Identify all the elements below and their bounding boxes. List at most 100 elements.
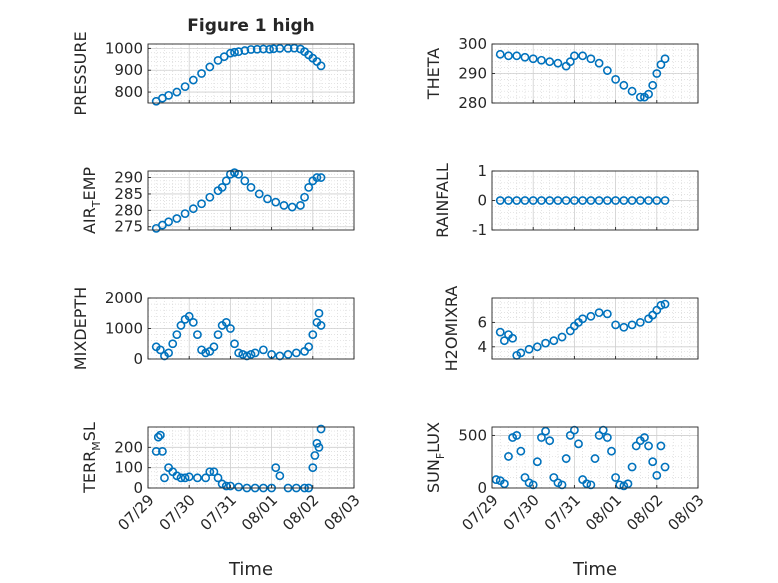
data-point <box>635 92 645 102</box>
data-point <box>225 324 235 333</box>
data-point <box>188 317 198 327</box>
data-point <box>660 196 670 205</box>
data-point <box>225 48 235 58</box>
data-point <box>532 457 542 467</box>
data-point <box>213 330 223 339</box>
axes-frame <box>147 426 355 489</box>
data-point <box>582 479 592 489</box>
subplot-6: 4 6 H2OMIXRA <box>442 286 699 371</box>
y-axis-label: TERRMSL <box>80 422 103 494</box>
data-point <box>619 80 629 90</box>
data-point <box>635 196 645 205</box>
data-point <box>172 330 182 339</box>
y-tick-label: 290 <box>458 65 487 83</box>
data-point <box>537 433 546 442</box>
data-point <box>627 462 637 472</box>
data-point <box>578 51 588 61</box>
data-point <box>314 442 324 452</box>
data-point <box>631 441 641 451</box>
data-point <box>316 173 326 182</box>
data-point <box>565 57 575 67</box>
data-point <box>217 479 227 489</box>
axes-frame <box>491 297 699 360</box>
y-tick-label: 285 <box>114 185 143 203</box>
y-tick-label: 1 <box>477 162 487 180</box>
data-point <box>246 182 256 192</box>
data-point <box>504 196 513 205</box>
data-point <box>188 204 198 214</box>
data-point <box>652 470 662 480</box>
data-point <box>205 62 215 72</box>
axes-frame <box>147 43 355 104</box>
data-point <box>656 300 666 310</box>
data-point <box>512 196 522 205</box>
data-point <box>586 54 596 64</box>
data-point <box>504 51 513 61</box>
data-point <box>289 43 299 53</box>
data-point <box>553 196 563 205</box>
data-point <box>221 176 231 186</box>
data-point <box>155 345 165 355</box>
data-point <box>230 168 239 178</box>
data-point <box>491 475 501 484</box>
data-point <box>648 80 658 90</box>
data-point <box>180 209 190 219</box>
data-point <box>570 196 579 205</box>
data-point <box>238 350 248 359</box>
data-point <box>499 479 509 489</box>
data-point <box>516 348 526 358</box>
data-point <box>644 441 653 451</box>
data-point <box>164 348 173 358</box>
data-point <box>252 44 262 54</box>
data-point <box>209 342 219 352</box>
data-point <box>611 75 620 84</box>
data-point <box>648 457 658 467</box>
y-axis-label: MIXDEPTH <box>71 287 90 370</box>
data-point <box>541 426 550 436</box>
data-point <box>578 314 588 324</box>
data-point <box>258 345 268 355</box>
data-point <box>230 339 239 349</box>
data-point <box>151 446 161 456</box>
y-axis-label: AIRTEMP <box>80 167 103 234</box>
subplot-2: 280 290 300 THETA <box>424 35 699 112</box>
data-point <box>586 196 596 205</box>
data-point <box>570 51 579 61</box>
data-point <box>656 441 666 451</box>
data-point <box>532 342 542 352</box>
data-point <box>263 194 272 204</box>
data-point <box>316 424 326 434</box>
data-point <box>541 338 550 348</box>
y-tick-label: 2000 <box>105 289 143 307</box>
data-point <box>656 60 666 70</box>
data-point <box>499 336 509 346</box>
data-point <box>221 481 231 491</box>
data-point <box>188 75 198 85</box>
data-point <box>314 308 324 318</box>
y-axis-label: PRESSURE <box>71 31 90 115</box>
subplot-4: -1 0 1 RAINFALL <box>433 162 699 239</box>
data-point <box>172 471 182 481</box>
data-point <box>565 431 575 440</box>
data-point <box>652 69 662 78</box>
data-point <box>549 336 559 346</box>
data-point <box>644 196 653 205</box>
data-point <box>644 89 653 99</box>
data-point <box>578 196 588 205</box>
data-point <box>164 217 173 227</box>
data-point <box>561 196 571 205</box>
data-point <box>504 452 513 461</box>
data-point <box>201 348 211 358</box>
data-point <box>611 196 620 205</box>
y-tick-label: 0 <box>133 479 143 497</box>
data-point <box>283 350 293 359</box>
data-point <box>205 467 215 477</box>
data-point <box>234 482 244 492</box>
data-point <box>225 481 235 491</box>
y-axis-label: RAINFALL <box>433 163 452 238</box>
data-point <box>545 57 555 67</box>
data-point <box>545 196 555 205</box>
data-point <box>545 436 555 446</box>
